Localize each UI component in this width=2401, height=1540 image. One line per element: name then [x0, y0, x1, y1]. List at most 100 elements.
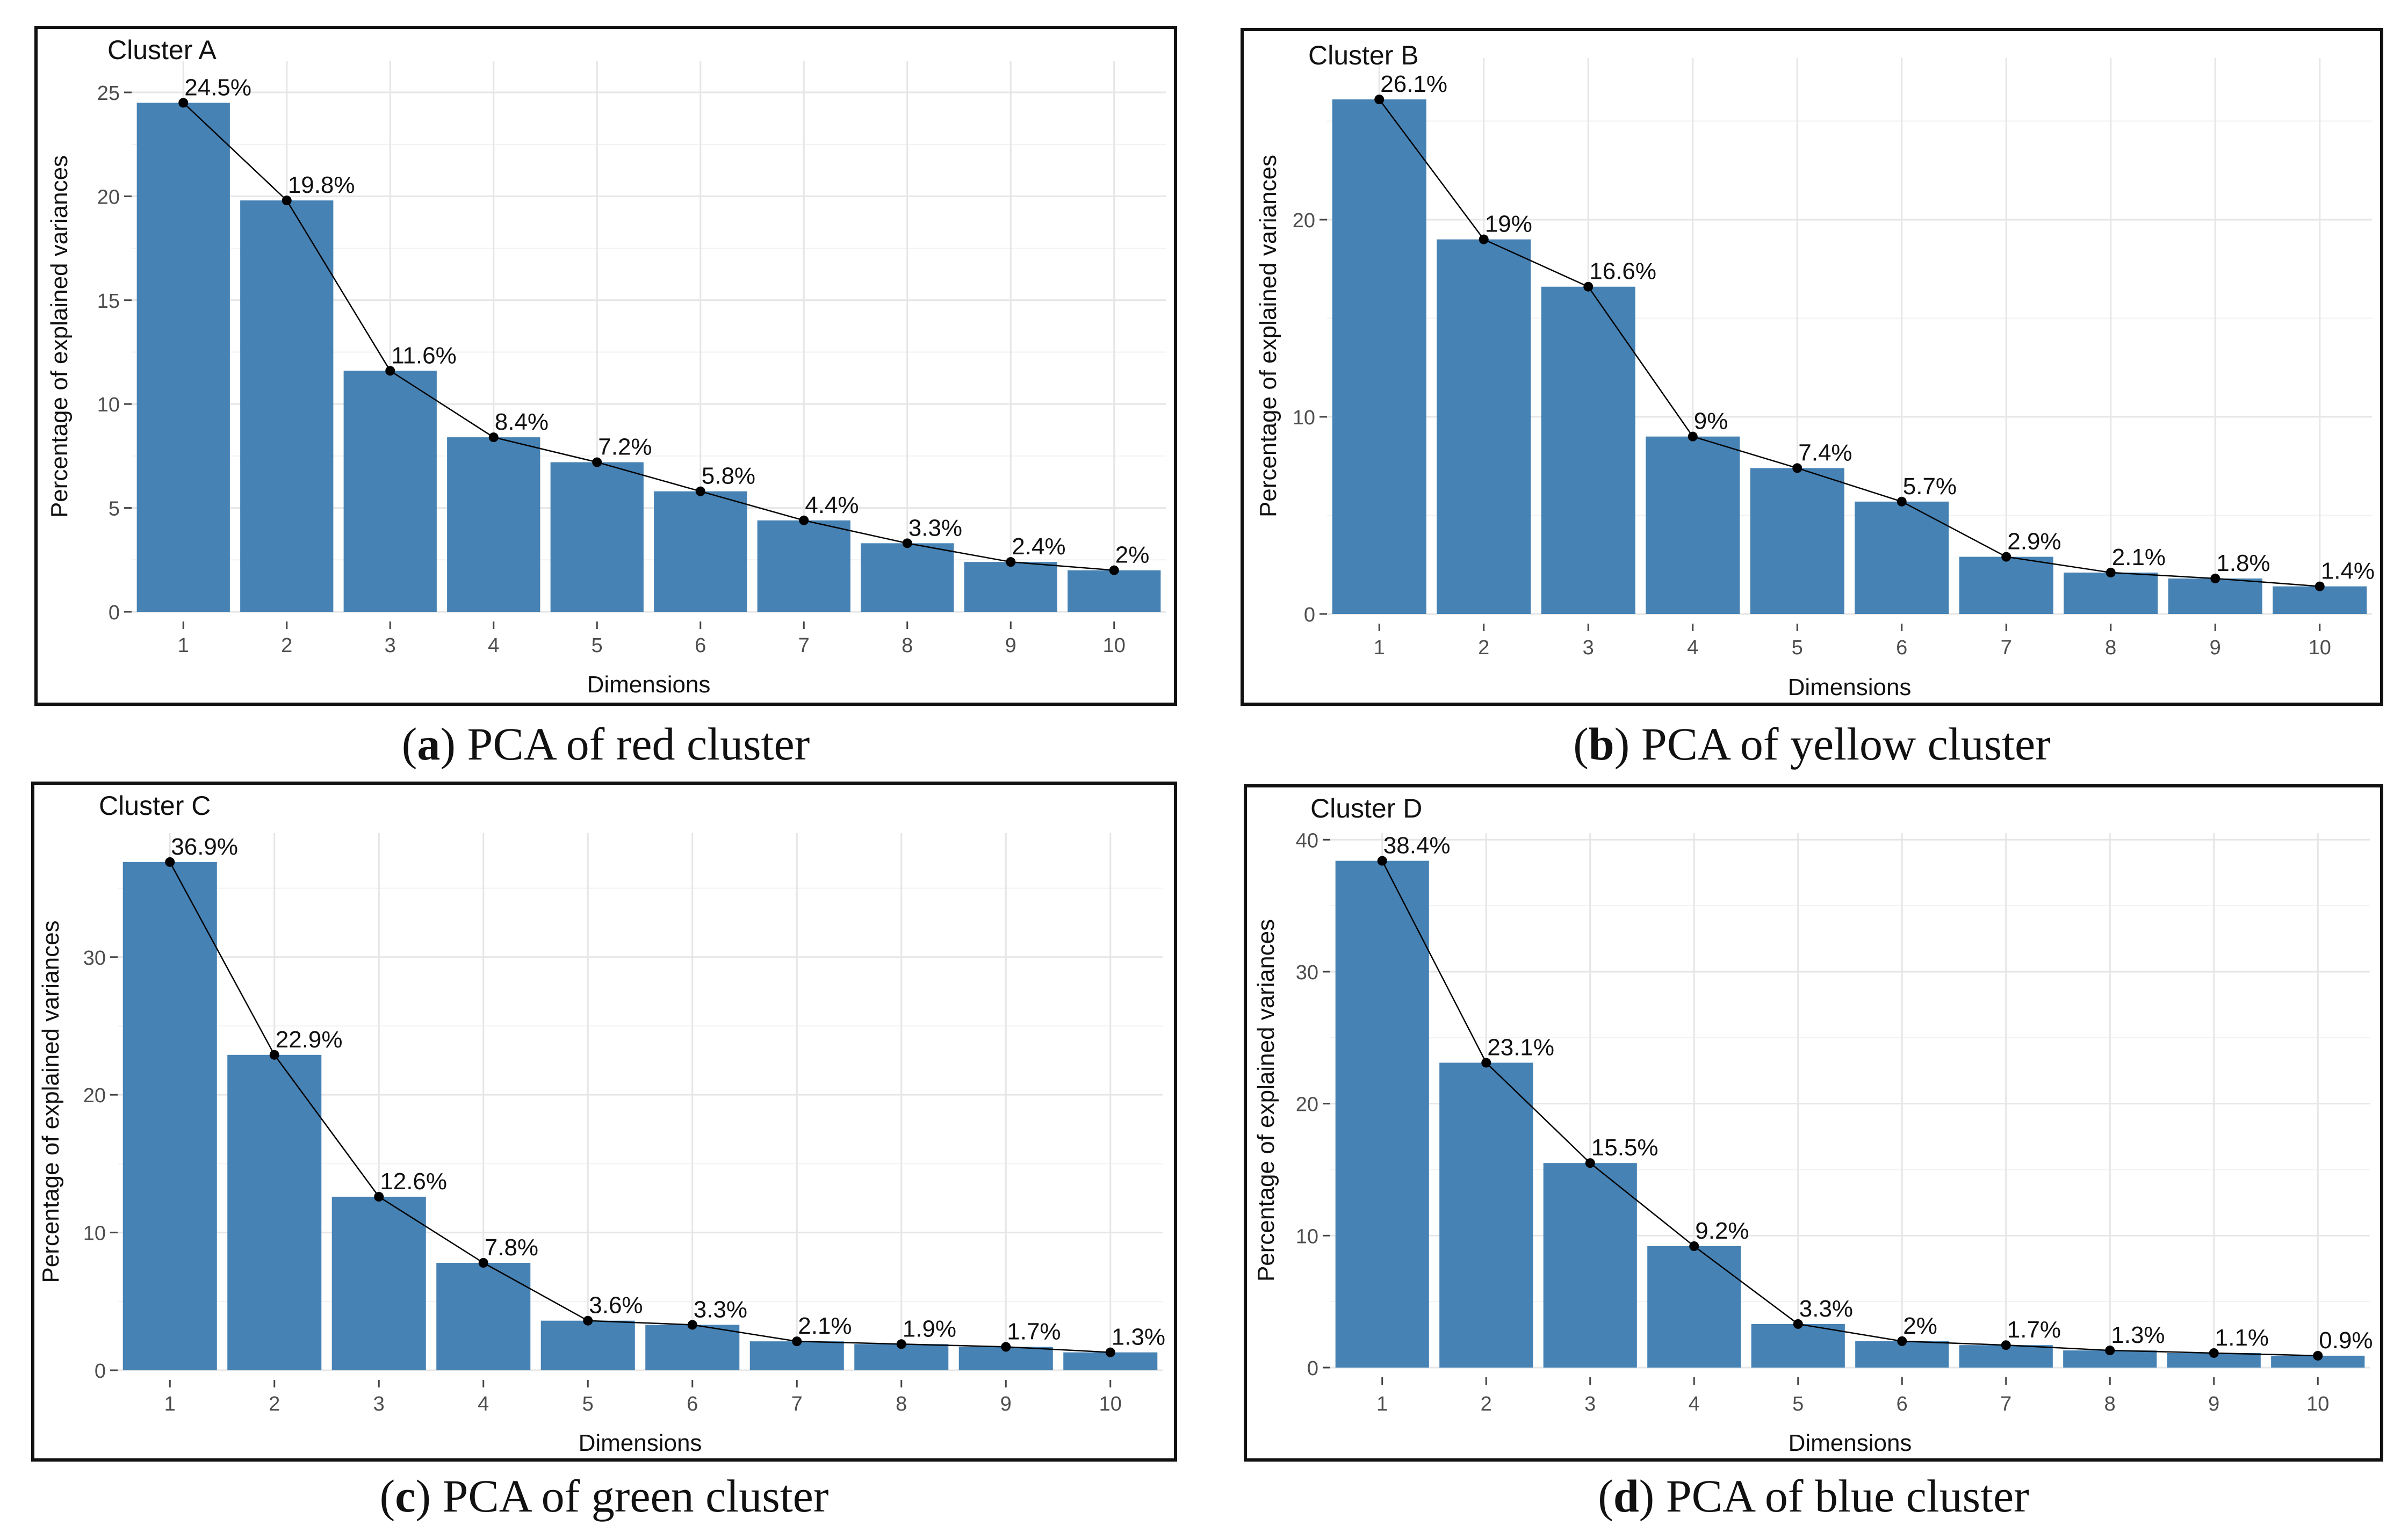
- y-tick-label: 40: [1296, 829, 1318, 852]
- scree-point: [1793, 1319, 1803, 1329]
- y-tick-label: 0: [109, 602, 120, 624]
- scree-point: [1792, 463, 1802, 473]
- y-tick-label: 5: [109, 498, 120, 520]
- x-tick-label: 6: [1896, 637, 1907, 659]
- x-tick-label: 4: [1687, 637, 1698, 659]
- data-label: 7.8%: [485, 1234, 538, 1261]
- y-tick-label: 10: [1296, 1225, 1318, 1248]
- scree-point: [902, 538, 912, 548]
- scree-point: [1481, 1058, 1491, 1068]
- scree-point: [1583, 281, 1594, 292]
- y-tick-label: 0: [1307, 1357, 1318, 1380]
- bar-dim-10: [2271, 1355, 2365, 1368]
- scree-point: [1006, 557, 1016, 567]
- scree-point: [792, 1336, 802, 1347]
- data-label: 9.2%: [1695, 1218, 1749, 1244]
- x-tick-label: 4: [478, 1393, 489, 1415]
- x-tick-label: 7: [791, 1393, 803, 1415]
- x-tick-label: 9: [1000, 1393, 1012, 1415]
- data-label: 1.4%: [2321, 558, 2375, 584]
- chart-panel-cluster-c: 0 10 20 30 36.9% 22.9% 12.6% 7.8% 3.6% 3.3% 2.1% 1.…: [31, 782, 1177, 1462]
- scree-point: [1688, 431, 1698, 442]
- scree-point: [2106, 567, 2116, 577]
- scree-point: [2105, 1346, 2115, 1356]
- bar-dim-4: [1647, 1246, 1741, 1368]
- y-tick-label: 10: [83, 1223, 106, 1245]
- data-label: 3.6%: [589, 1292, 643, 1319]
- x-tick-label: 2: [269, 1393, 280, 1415]
- caption-text: PCA of red cluster: [467, 718, 810, 770]
- scree-point: [269, 1050, 279, 1060]
- x-tick-label: 1: [178, 634, 189, 657]
- figure-caption-a: (a) PCA of red cluster: [401, 718, 810, 770]
- bar-dim-9: [964, 562, 1057, 612]
- bar-dim-8: [2064, 572, 2158, 614]
- x-tick-label: 4: [488, 634, 499, 657]
- figure-caption-d: (d) PCA of blue cluster: [1598, 1470, 2029, 1522]
- scree-point: [374, 1191, 384, 1202]
- y-tick-label: 0: [95, 1360, 106, 1383]
- y-tick-label: 20: [1293, 209, 1315, 232]
- x-tick-label: 5: [592, 634, 603, 657]
- caption-letter: b: [1588, 718, 1614, 770]
- x-tick-label: 3: [1583, 637, 1594, 659]
- bar-dim-6: [1855, 501, 1949, 614]
- data-label: 1.7%: [1007, 1318, 1061, 1344]
- y-axis-title: Percentage of explained variances: [1253, 919, 1279, 1282]
- data-label: 12.6%: [380, 1168, 447, 1195]
- bar-dim-2: [227, 1054, 322, 1370]
- x-tick-label: 6: [687, 1393, 698, 1415]
- bar-dim-3: [1541, 286, 1635, 614]
- y-axis-title: Percentage of explained variances: [1255, 155, 1281, 517]
- caption-text: PCA of green cluster: [442, 1470, 829, 1522]
- scree-point: [1377, 856, 1387, 866]
- y-tick-label: 20: [97, 186, 120, 208]
- x-tick-label: 1: [1376, 1393, 1388, 1415]
- data-label: 2%: [1903, 1313, 1937, 1339]
- x-tick-label: 9: [1005, 634, 1016, 657]
- scree-point: [2313, 1350, 2323, 1361]
- bar-dim-2: [1439, 1062, 1533, 1368]
- scree-point: [2315, 581, 2325, 591]
- x-tick-label: 7: [798, 634, 810, 657]
- data-label: 4.4%: [805, 492, 859, 518]
- scree-point: [687, 1320, 697, 1330]
- data-label: 1.3%: [2111, 1322, 2165, 1348]
- x-tick-label: 7: [2001, 637, 2012, 659]
- scree-line: [1381, 861, 2318, 1357]
- scree-point: [799, 515, 809, 525]
- data-label: 3.3%: [694, 1296, 747, 1322]
- scree-point: [178, 98, 189, 108]
- y-tick-label: 10: [1293, 407, 1315, 429]
- chart-title: Cluster B: [1308, 40, 1419, 70]
- scree-line: [1379, 99, 2320, 587]
- x-tick-label: 6: [695, 634, 706, 657]
- chart-title: Cluster A: [107, 35, 217, 65]
- scree-point: [1374, 95, 1385, 105]
- data-label: 1.3%: [1112, 1324, 1165, 1350]
- data-label: 0.9%: [2319, 1327, 2373, 1354]
- scree-point: [583, 1315, 593, 1326]
- x-tick-label: 2: [281, 634, 292, 657]
- bar-dim-1: [1335, 861, 1429, 1368]
- x-tick-label: 9: [2210, 637, 2221, 659]
- x-tick-label: 1: [1374, 637, 1385, 659]
- chart-title: Cluster D: [1310, 793, 1423, 823]
- chart-panel-cluster-a: 0 5 10 15 20 25 24.5% 19.8% 11.6% 8.4% 7.2% 5.8% 4.4…: [34, 26, 1177, 706]
- data-label: 9%: [1694, 408, 1728, 435]
- scree-point: [1109, 565, 1119, 575]
- y-tick-label: 30: [1296, 961, 1318, 984]
- x-axis-title: Dimensions: [1788, 674, 1912, 700]
- scree-line: [183, 102, 1114, 571]
- data-label: 8.4%: [495, 409, 549, 435]
- data-label: 22.9%: [276, 1026, 343, 1053]
- chart-svg-cluster-b: 0 10 20 26.1% 19% 16.6% 9% 7.4% 5.7% 2.9% 2.1% 1.8%…: [1255, 58, 2375, 700]
- x-tick-label: 2: [1478, 637, 1489, 659]
- scree-point: [1105, 1347, 1115, 1357]
- bar-dim-5: [1750, 468, 1844, 614]
- caption-letter: c: [395, 1470, 416, 1522]
- y-axis-title: Percentage of explained variances: [38, 920, 64, 1283]
- x-tick-label: 8: [2105, 637, 2116, 659]
- caption-letter: d: [1613, 1470, 1639, 1522]
